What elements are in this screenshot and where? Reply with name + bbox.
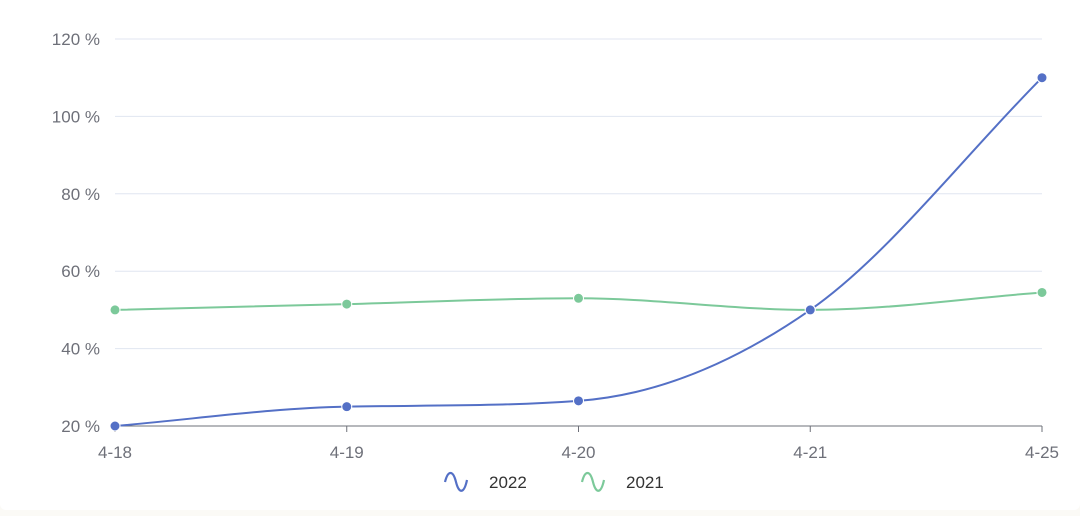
series-line-2022 <box>114 76 1043 427</box>
data-point-2021[interactable] <box>109 304 121 316</box>
y-tick-label: 60 % <box>61 262 100 281</box>
x-tick-label: 4-21 <box>793 443 827 462</box>
y-axis: 20 % 40 % 60 % 80 % 100 % 120 % <box>52 30 100 436</box>
data-point-2021[interactable] <box>341 298 353 310</box>
y-tick-label: 80 % <box>61 185 100 204</box>
x-axis: 4-18 4-19 4-20 4-21 4-25 <box>98 426 1059 462</box>
legend-label: 2021 <box>626 473 664 492</box>
x-tick-label: 4-20 <box>561 443 595 462</box>
legend[interactable]: 2022 2021 <box>443 471 664 492</box>
data-point-2022[interactable] <box>109 420 121 432</box>
data-point-2022[interactable] <box>573 395 584 407</box>
series-points <box>109 72 1048 432</box>
data-point-2022[interactable] <box>804 304 816 316</box>
legend-line-icon <box>580 471 606 492</box>
x-tick-label: 4-18 <box>98 443 132 462</box>
data-point-2021[interactable] <box>1036 286 1048 298</box>
legend-item-2022[interactable]: 2022 <box>443 471 527 492</box>
data-point-2021[interactable] <box>573 292 584 304</box>
legend-line-icon <box>443 471 469 492</box>
data-point-2022[interactable] <box>1036 72 1048 84</box>
legend-item-2021[interactable]: 2021 <box>580 471 664 492</box>
legend-label: 2022 <box>489 473 527 492</box>
grid-lines <box>115 38 1042 427</box>
y-tick-label: 20 % <box>61 417 100 436</box>
x-tick-label: 4-19 <box>330 443 364 462</box>
y-tick-label: 40 % <box>61 340 100 359</box>
x-tick-label: 4-25 <box>1025 443 1059 462</box>
series-lines <box>114 76 1043 427</box>
y-tick-label: 100 % <box>52 107 100 126</box>
data-point-2022[interactable] <box>341 401 353 413</box>
y-tick-label: 120 % <box>52 30 100 49</box>
